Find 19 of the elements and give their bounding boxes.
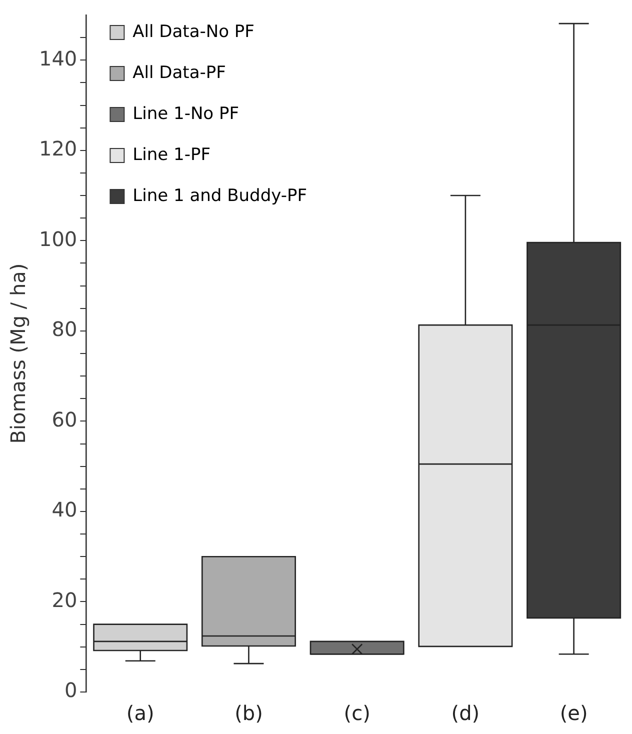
legend-label: Line 1 and Buddy-PF (132, 186, 308, 206)
y-tick-label: 60 (52, 407, 78, 432)
x-tick-label: (b) (234, 701, 263, 726)
y-tick-label: 0 (64, 678, 78, 702)
y-tick-label: 80 (52, 317, 78, 342)
y-tick-label: 120 (38, 136, 78, 161)
legend-label: Line 1-No PF (132, 104, 240, 124)
y-tick-label: 20 (52, 588, 78, 612)
legend-label: All Data-No PF (132, 22, 254, 42)
y-tick-label: 40 (52, 498, 78, 522)
y-axis-title: Biomass (Mg / ha) (6, 263, 30, 444)
legend-label: All Data-PF (132, 62, 226, 83)
x-tick-label: (c) (344, 701, 370, 726)
y-tick-label: 100 (38, 226, 78, 251)
x-tick-label: (a) (126, 701, 154, 726)
y-tick-label: 140 (38, 46, 78, 70)
legend-label: Line 1-PF (132, 144, 210, 165)
x-tick-label: (e) (560, 701, 588, 726)
x-tick-label: (d) (451, 701, 480, 726)
